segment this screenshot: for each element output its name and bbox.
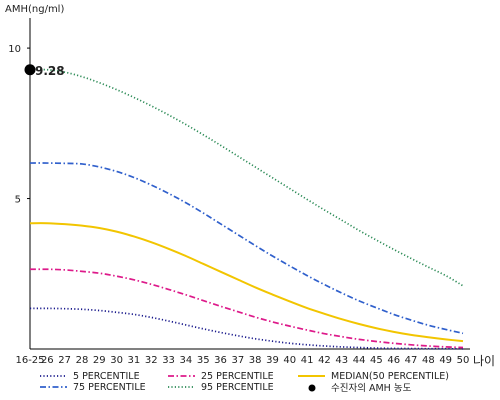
x-tick-label: 50: [457, 355, 470, 366]
x-tick-label: 46: [387, 355, 400, 366]
x-tick-label: 30: [110, 355, 123, 366]
legend-label: MEDIAN(50 PERCENTILE): [331, 371, 449, 382]
y-tick-label: 5: [15, 195, 21, 206]
marker-value-label: 9.28: [35, 64, 65, 78]
series-line: [29, 162, 464, 335]
series-line: [29, 307, 464, 350]
x-tick-label: 42: [318, 355, 331, 366]
legend-label: 5 PERCENTILE: [73, 371, 140, 382]
x-tick-label: 48: [422, 355, 435, 366]
legend-marker-swatch: [308, 384, 316, 392]
x-tick-label: 26: [41, 355, 54, 366]
y-axis-label: AMH(ng/ml): [5, 4, 64, 15]
marker-point: [24, 64, 36, 76]
x-tick-label: 47: [405, 355, 418, 366]
x-tick-label: 49: [439, 355, 452, 366]
y-tick-label: 10: [8, 44, 21, 55]
legend-label: 75 PERCENTILE: [73, 382, 146, 393]
x-tick-label: 16-25: [15, 355, 44, 366]
series-lines: [29, 68, 464, 350]
legend: 5 PERCENTILE 25 PERCENTILE MEDIAN(50 PERCE…: [40, 371, 449, 394]
series-line: [29, 222, 464, 343]
x-tick-label: 27: [58, 355, 71, 366]
x-tick-label: 33: [162, 355, 175, 366]
legend-marker-label: 수진자의 AMH 농도: [331, 383, 412, 394]
x-tick-label: 40: [283, 355, 296, 366]
patient-marker: 9.28: [24, 64, 65, 78]
x-tick-label: 28: [76, 355, 89, 366]
series-line: [29, 68, 464, 287]
legend-label: 25 PERCENTILE: [201, 371, 274, 382]
x-tick-label: 36: [214, 355, 227, 366]
x-tick-label: 32: [145, 355, 158, 366]
legend-label: 95 PERCENTILE: [201, 382, 274, 393]
x-axis-label: 나이: [473, 354, 495, 368]
x-tick-label: 44: [353, 355, 366, 366]
axes: AMH(ng/ml) 나이: [5, 4, 495, 368]
x-tick-label: 38: [249, 355, 262, 366]
x-tick-label: 29: [93, 355, 106, 366]
x-tick-label: 39: [266, 355, 279, 366]
x-tick-label: 31: [128, 355, 141, 366]
series-line: [29, 268, 464, 349]
x-tick-label: 45: [370, 355, 383, 366]
x-tick-label: 37: [231, 355, 244, 366]
x-tick-label: 34: [180, 355, 193, 366]
x-tick-label: 41: [301, 355, 314, 366]
x-tick-label: 35: [197, 355, 210, 366]
x-tick-label: 43: [335, 355, 348, 366]
